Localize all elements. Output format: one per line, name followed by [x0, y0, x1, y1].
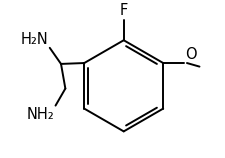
Text: F: F: [119, 3, 127, 18]
Text: O: O: [184, 47, 195, 62]
Text: H₂N: H₂N: [20, 32, 48, 47]
Text: NH₂: NH₂: [27, 107, 54, 122]
